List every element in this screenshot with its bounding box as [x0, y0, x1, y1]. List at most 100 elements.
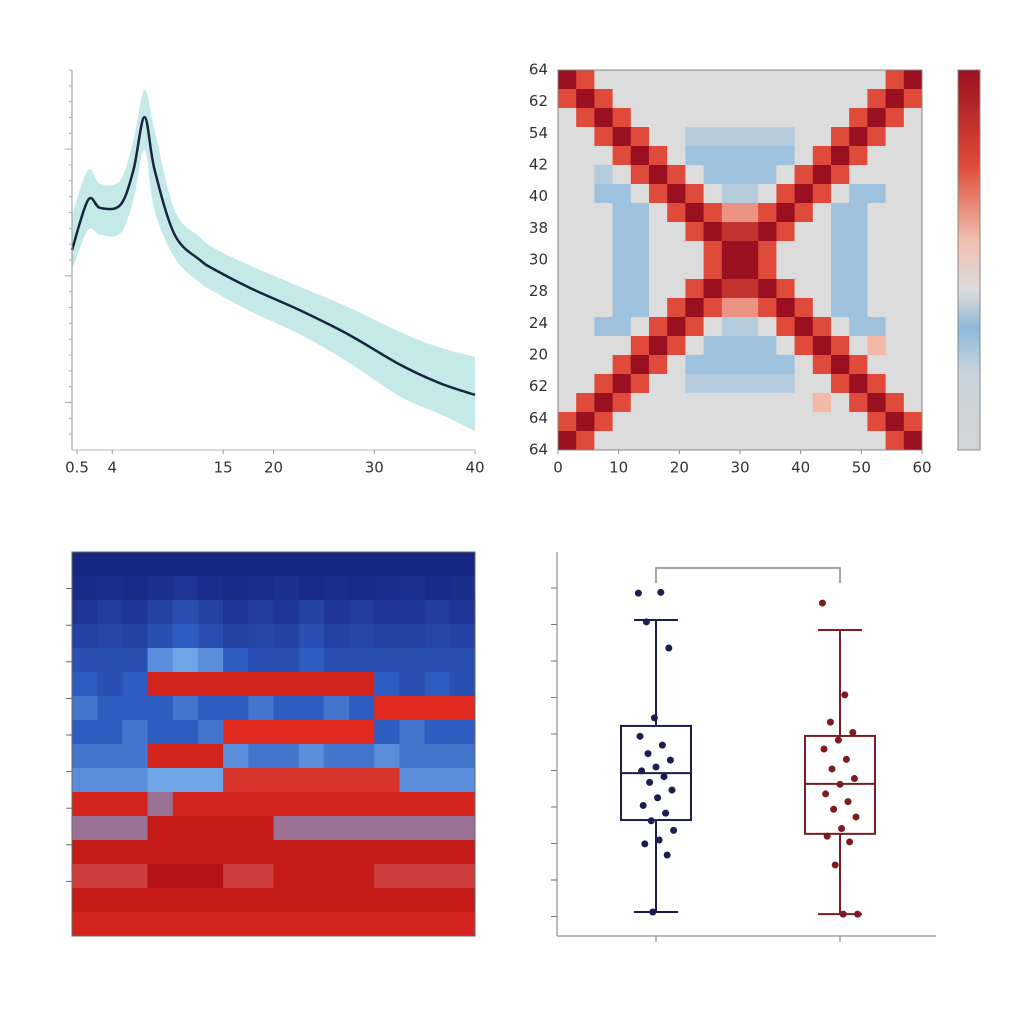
heatmap-cell: [849, 184, 868, 204]
heatmap-cell: [758, 412, 777, 432]
spectrogram-cell: [424, 576, 451, 601]
spectrogram-cell: [298, 576, 325, 601]
heatmap-cell: [649, 317, 668, 337]
heatmap-cell: [612, 317, 632, 337]
y-tick-label: 20: [529, 346, 548, 364]
spectrogram-cell: [349, 912, 375, 937]
heatmap-cell: [740, 70, 759, 90]
spectrogram-cell: [273, 744, 300, 769]
heatmap-cell: [831, 260, 850, 280]
heatmap-cell: [594, 70, 614, 90]
heatmap-cell: [703, 336, 723, 356]
spectrogram-cell: [449, 816, 476, 841]
spectrogram-cell: [323, 840, 350, 865]
heatmap-cell: [776, 70, 796, 90]
spectrogram-cell: [147, 744, 174, 769]
spectrogram-cell: [424, 768, 451, 793]
spectrogram-cell: [298, 912, 325, 937]
heatmap-cell: [812, 70, 832, 90]
spectrogram-cell: [197, 792, 224, 817]
heatmap-cell: [667, 127, 686, 147]
heatmap-cell: [831, 336, 850, 356]
heatmap-cell: [903, 203, 923, 223]
heatmap-cell: [812, 336, 832, 356]
spectrogram-cell: [449, 552, 476, 577]
x-tick-label: 20: [264, 459, 283, 477]
data-point: [850, 775, 858, 783]
spectrogram-cell: [424, 696, 451, 721]
heatmap-cell: [776, 89, 796, 109]
heatmap-cell: [612, 146, 632, 166]
spectrogram-cell: [97, 888, 123, 913]
spectrogram-cell: [323, 912, 350, 937]
heatmap-cell: [685, 165, 705, 185]
spectrogram-cell: [172, 552, 199, 577]
confidence-band: [72, 90, 475, 432]
heatmap-cell: [594, 336, 614, 356]
data-point: [641, 840, 649, 848]
spectrogram-cell: [298, 672, 325, 697]
heatmap-cell: [721, 260, 741, 280]
heatmap-cell: [667, 393, 686, 413]
heatmap-cell: [576, 298, 595, 318]
spectrogram-cell: [72, 816, 98, 841]
heatmap-cell: [740, 279, 759, 299]
spectrogram-cell: [349, 840, 375, 865]
heatmap-cell: [794, 298, 814, 318]
heatmap-cell: [630, 393, 650, 413]
heatmap-cell: [812, 374, 832, 394]
heatmap-cell: [831, 146, 850, 166]
heatmap-cell: [903, 412, 923, 432]
heatmap-cell: [649, 279, 668, 299]
spectrogram-cell: [349, 648, 375, 673]
heatmap-cell: [703, 431, 723, 451]
heatmap-cell: [831, 222, 850, 242]
data-point: [822, 790, 830, 798]
spectrogram-cell: [147, 816, 174, 841]
spectrogram-cell: [223, 912, 249, 937]
heatmap-cell: [703, 260, 723, 280]
heatmap-cell: [576, 355, 595, 375]
heatmap-cell: [576, 222, 595, 242]
heatmap-cell: [831, 241, 850, 261]
heatmap-cell: [849, 279, 868, 299]
spectrogram-cell: [323, 600, 350, 625]
heatmap-cell: [740, 203, 759, 223]
heatmap-cell: [885, 70, 905, 90]
heatmap-cell: [721, 241, 741, 261]
spectrogram-cell: [374, 624, 400, 649]
heatmap-cell: [776, 203, 796, 223]
spectrogram-cell: [424, 600, 451, 625]
spectrogram-cell: [323, 888, 350, 913]
heatmap-cell: [831, 203, 850, 223]
spectrogram-cell: [273, 624, 300, 649]
spectrogram-cell: [349, 672, 375, 697]
spectrogram-cell: [424, 648, 451, 673]
data-point: [834, 736, 842, 744]
data-point: [668, 786, 676, 794]
heatmap-cell: [758, 222, 777, 242]
spectrogram-cell: [72, 576, 98, 601]
spectrogram-cell: [349, 816, 375, 841]
heatmap-cell: [903, 431, 923, 451]
heatmap-cell: [667, 412, 686, 432]
spectrogram-cell: [273, 912, 300, 937]
heatmap-cell: [794, 279, 814, 299]
heatmap-cell: [849, 412, 868, 432]
spectrogram-cell: [147, 840, 174, 865]
heatmap-cell: [758, 165, 777, 185]
data-point: [836, 780, 844, 788]
x-tick-label: 0: [553, 459, 563, 477]
spectrogram-cell: [323, 624, 350, 649]
heatmap-cell: [831, 279, 850, 299]
heatmap-cell: [685, 146, 705, 166]
heatmap-cell: [594, 184, 614, 204]
colorbar: [957, 69, 981, 451]
heatmap-cell: [612, 355, 632, 375]
heatmap-cell: [594, 374, 614, 394]
spectrogram-cell: [197, 576, 224, 601]
heatmap-cell: [703, 165, 723, 185]
spectrogram-cell: [147, 600, 174, 625]
heatmap-cell: [685, 374, 705, 394]
